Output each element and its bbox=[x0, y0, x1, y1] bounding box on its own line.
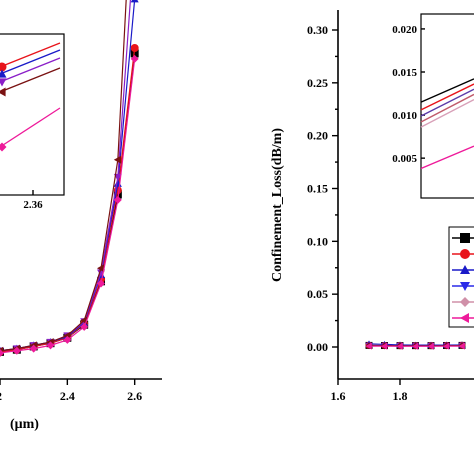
legend-entry bbox=[452, 297, 474, 307]
left-data-point bbox=[63, 335, 72, 344]
legend-entry bbox=[452, 233, 474, 243]
right-y-tick-label: 0.20 bbox=[307, 129, 328, 143]
left-data-point bbox=[113, 155, 122, 164]
left-data-point bbox=[29, 344, 38, 353]
left-inset-x-tick-label: 2.36 bbox=[23, 199, 43, 211]
left-data-point bbox=[97, 279, 106, 288]
right-data-point bbox=[427, 342, 434, 350]
right-chart-panel: 0.00 0.05 0.10 0.15 0.20 0.25 0.30 1.6 1.8 Conf… bbox=[270, 10, 474, 403]
left-data-point bbox=[80, 322, 89, 331]
right-data-point bbox=[458, 342, 465, 350]
left-data-point bbox=[130, 0, 139, 3]
left-x-tick-label: 2 bbox=[0, 389, 2, 403]
legend-marker bbox=[460, 282, 470, 291]
left-chart-panel: 2 2.4 2.6 (μm) 2.36 bbox=[0, 0, 162, 432]
right-x-tick-label: 1.8 bbox=[393, 389, 408, 403]
right-series-6 bbox=[365, 342, 465, 350]
left-inset-line bbox=[0, 107, 61, 148]
left-series-group bbox=[0, 0, 139, 357]
right-inset-y-tick-label: 0.005 bbox=[392, 153, 417, 165]
legend-marker bbox=[460, 265, 470, 274]
left-x-tick-label: 2.4 bbox=[60, 389, 75, 403]
legend-entry bbox=[452, 282, 474, 291]
legend-marker bbox=[460, 313, 469, 323]
right-inset-y-tick-label: 0.020 bbox=[392, 24, 417, 36]
legend-marker bbox=[460, 297, 470, 307]
left-data-point bbox=[130, 54, 139, 63]
right-x-ticks: 1.6 1.8 bbox=[331, 379, 408, 403]
right-inset-line bbox=[420, 98, 474, 128]
left-x-axis-label: (μm) bbox=[10, 417, 39, 432]
left-inset-marker bbox=[0, 62, 7, 72]
right-inset-line bbox=[420, 88, 474, 117]
right-data-point bbox=[381, 342, 388, 350]
right-inset-y-tick-label: 0.015 bbox=[392, 67, 417, 79]
left-inset-frame bbox=[0, 33, 65, 196]
left-data-point bbox=[130, 49, 139, 58]
left-data-point bbox=[97, 264, 105, 273]
left-x-ticks: 2 2.4 2.6 bbox=[0, 379, 142, 403]
right-inset-line bbox=[420, 93, 474, 123]
right-inset-y-tick-label: 0.010 bbox=[392, 110, 417, 122]
left-data-point bbox=[113, 195, 122, 204]
left-data-point bbox=[0, 348, 4, 357]
left-series-6 bbox=[0, 54, 139, 357]
right-y-tick-label: 0.00 bbox=[307, 340, 328, 354]
legend bbox=[448, 226, 474, 328]
left-data-point bbox=[113, 190, 122, 199]
right-y-tick-label: 0.10 bbox=[307, 234, 328, 248]
left-x-tick-label: 2.6 bbox=[127, 389, 142, 403]
right-inset-lines bbox=[420, 78, 474, 170]
right-data-point bbox=[396, 342, 403, 350]
left-inset-lines bbox=[0, 42, 61, 152]
right-x-tick-label: 1.6 bbox=[331, 389, 346, 403]
right-y-tick-label: 0.30 bbox=[307, 23, 328, 37]
legend-entry bbox=[452, 265, 474, 274]
right-y-axis-label: Confinement_Loss(dB/m) bbox=[270, 128, 285, 282]
right-data-point bbox=[412, 342, 419, 350]
left-data-point bbox=[130, 43, 139, 52]
left-inset-line bbox=[0, 67, 61, 93]
left-inset: 2.36 bbox=[0, 33, 65, 211]
legend-entry bbox=[452, 249, 474, 259]
legend-entry bbox=[452, 313, 474, 323]
right-inset-line bbox=[420, 145, 474, 170]
right-y-ticks: 0.00 0.05 0.10 0.15 0.20 0.25 0.30 bbox=[307, 23, 338, 354]
left-inset-marker bbox=[0, 142, 7, 152]
legend-frame bbox=[448, 226, 474, 328]
right-inset-line bbox=[420, 78, 474, 103]
right-data-point bbox=[443, 342, 450, 350]
left-data-point bbox=[46, 341, 55, 350]
left-inset-marker bbox=[0, 69, 7, 78]
right-inset-y-ticks: 0.020 0.015 0.010 0.005 bbox=[392, 24, 425, 165]
right-inset: 0.020 0.015 0.010 0.005 bbox=[392, 13, 474, 199]
legend-marker bbox=[460, 233, 470, 243]
right-series-group bbox=[365, 340, 466, 350]
legend-marker bbox=[460, 249, 470, 259]
right-y-tick-label: 0.05 bbox=[307, 287, 328, 301]
right-y-tick-label: 0.15 bbox=[307, 182, 328, 196]
right-y-tick-label: 0.25 bbox=[307, 76, 328, 90]
left-data-point bbox=[12, 346, 21, 355]
left-inset-line bbox=[0, 49, 61, 75]
legend-entries bbox=[452, 233, 474, 323]
left-inset-line bbox=[0, 42, 61, 68]
left-inset-line bbox=[0, 57, 61, 83]
left-inset-marker bbox=[0, 87, 6, 97]
right-data-point bbox=[365, 342, 372, 350]
right-inset-line bbox=[420, 83, 474, 111]
left-inset-marker bbox=[0, 78, 7, 87]
